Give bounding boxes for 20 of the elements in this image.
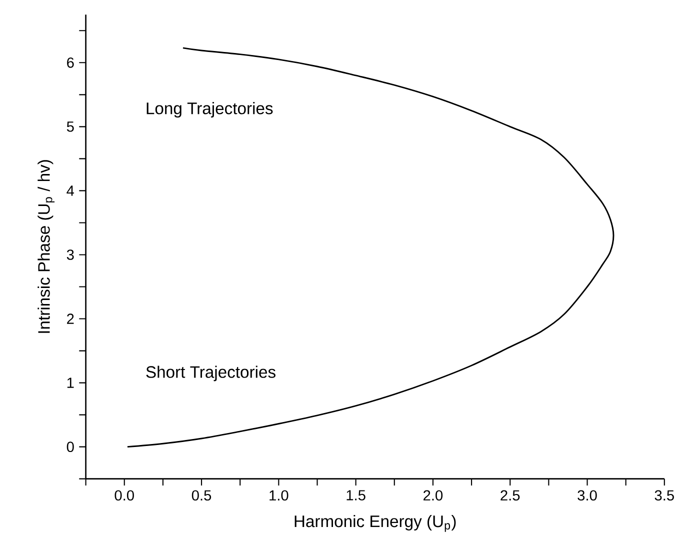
x-axis-title: Harmonic Energy (U$_{p}$)	[294, 515, 456, 532]
annotation: Long Trajectories	[146, 102, 273, 118]
y-tick-label: 3	[66, 250, 74, 260]
y-axis-title: Intrinsic Phase (U$_{p}$ / hv)	[38, 160, 55, 333]
annotation: Short Trajectories	[146, 366, 276, 382]
y-tick-label: 1	[67, 378, 74, 388]
x-tick-label: 1.5	[346, 490, 366, 501]
y-tick-label: 6	[67, 58, 74, 68]
x-tick-label: 2.5	[500, 490, 520, 501]
y-tick-label: 0	[66, 442, 74, 452]
y-tick-label: 5	[66, 122, 74, 132]
x-tick-label: 0.5	[192, 490, 212, 501]
x-tick-label: 2.0	[424, 490, 443, 501]
line-series	[126, 47, 614, 448]
x-tick-label: 3.5	[654, 490, 674, 501]
y-tick-label: 4	[66, 186, 74, 196]
y-tick-label: 2	[67, 314, 74, 324]
x-tick-label: 1.0	[270, 490, 288, 501]
x-tick-label: 3.0	[578, 490, 597, 501]
x-tick-label: 0.0	[114, 490, 134, 501]
